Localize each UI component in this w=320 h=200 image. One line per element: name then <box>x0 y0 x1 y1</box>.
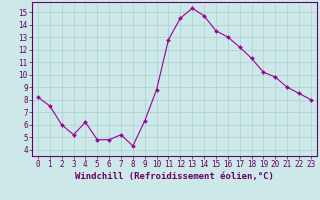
X-axis label: Windchill (Refroidissement éolien,°C): Windchill (Refroidissement éolien,°C) <box>75 172 274 181</box>
